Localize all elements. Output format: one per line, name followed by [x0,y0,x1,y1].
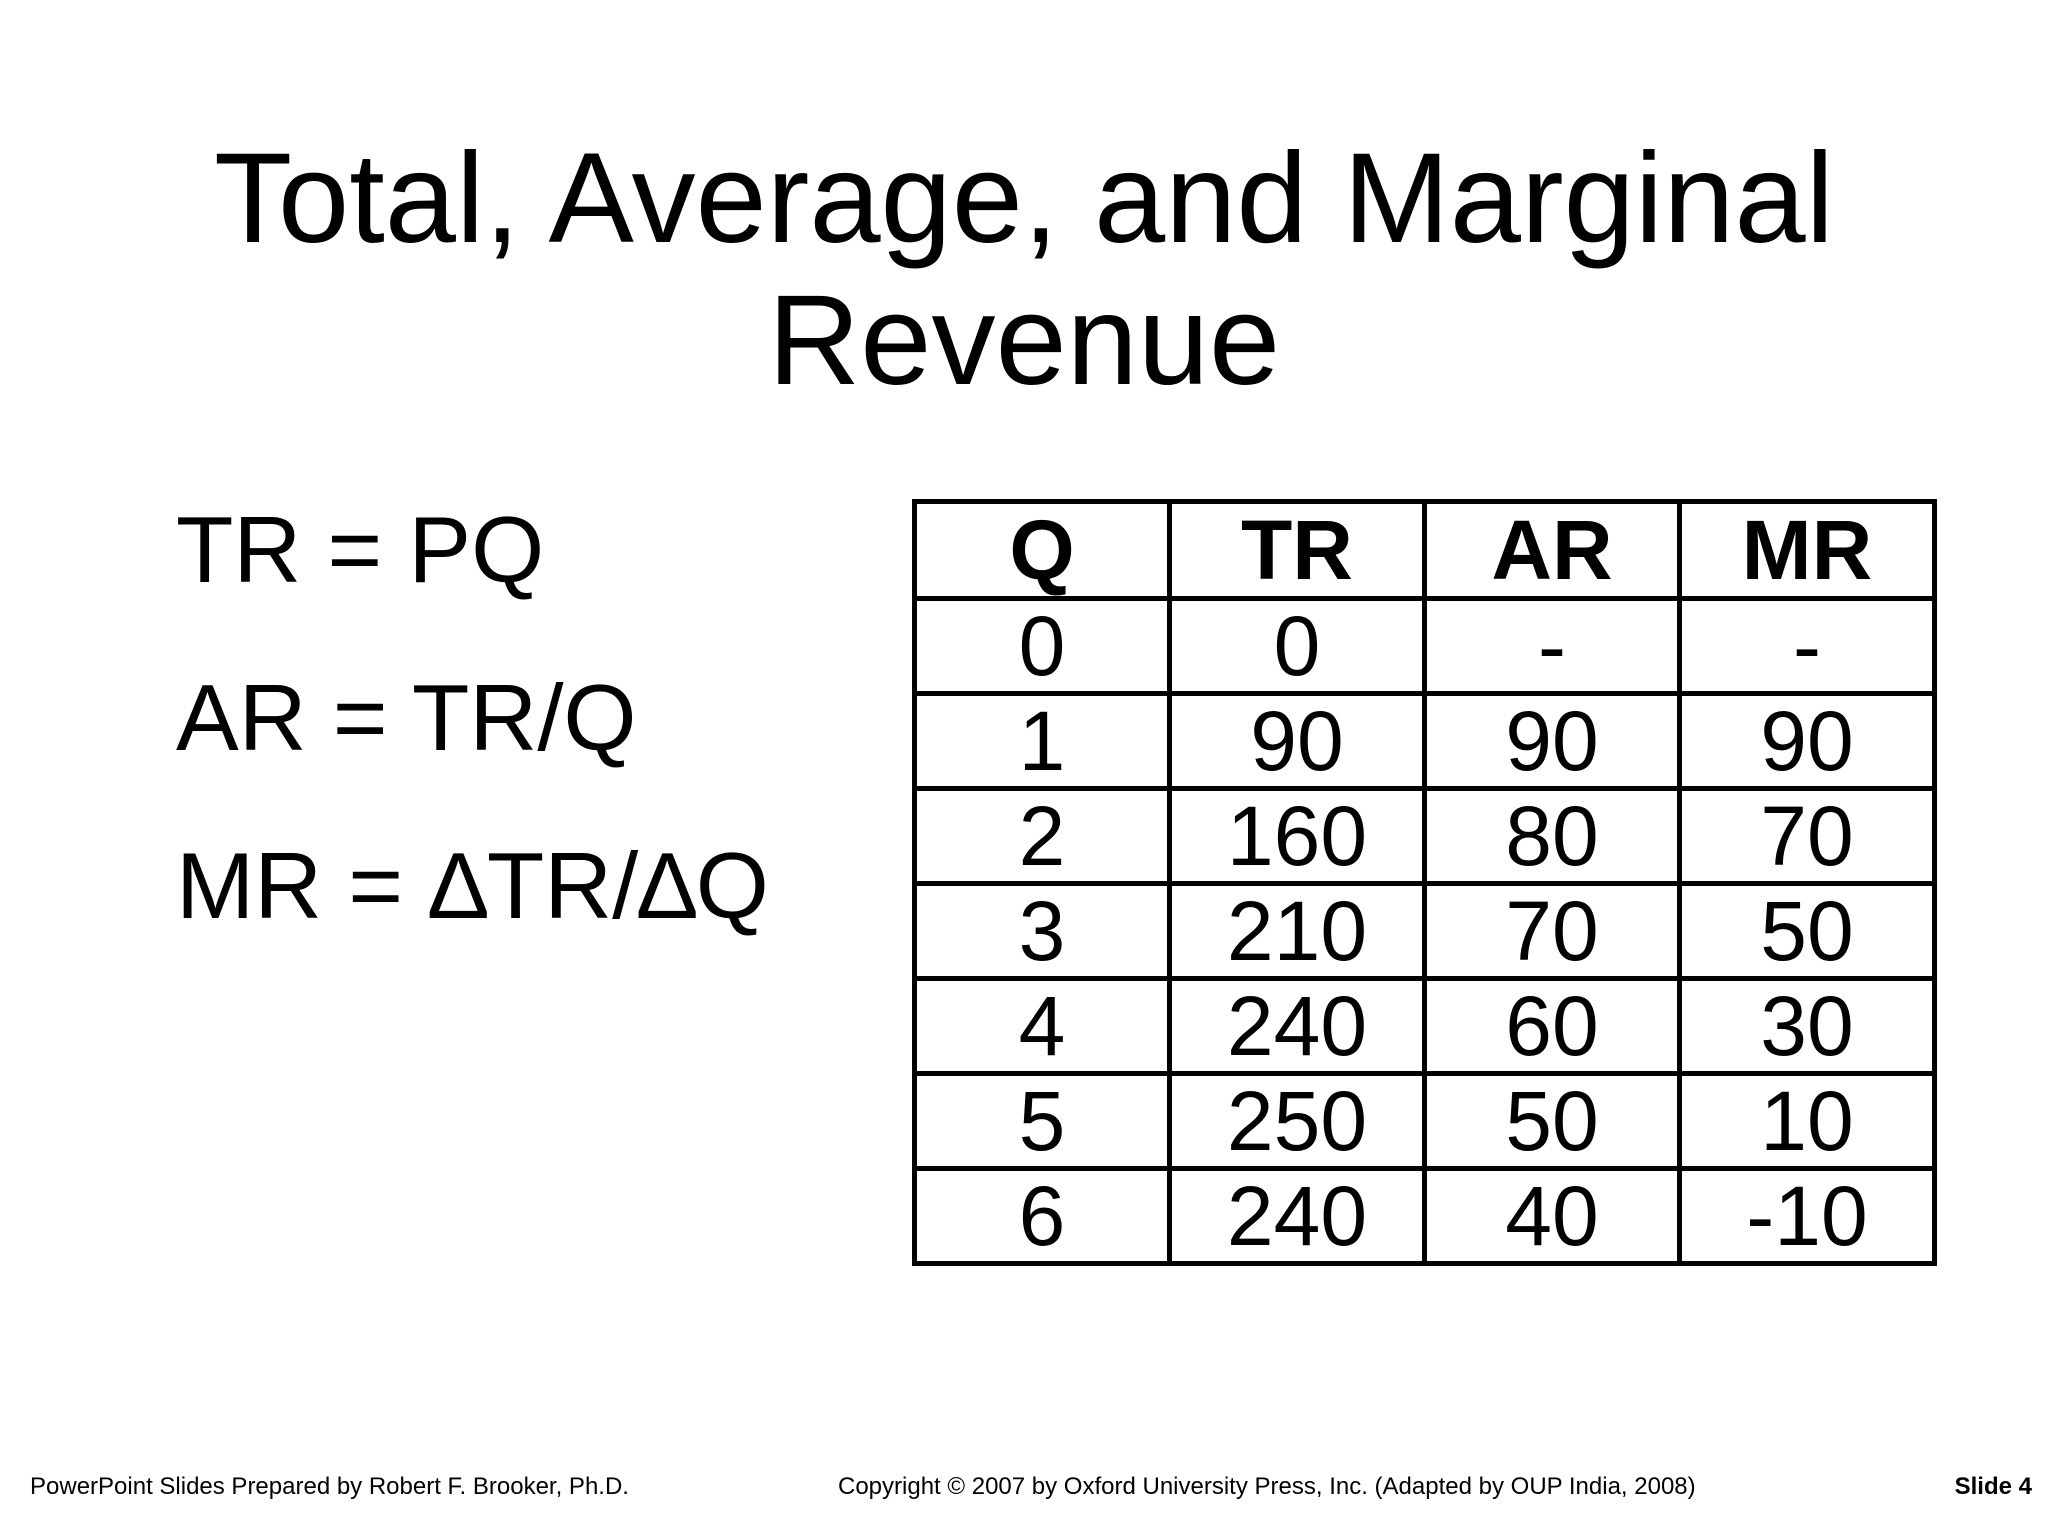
footer-copyright: Copyright © 2007 by Oxford University Pr… [838,1473,1696,1500]
formula-list: TR = PQ AR = TR/Q MR = ∆TR/∆Q [176,500,769,1004]
table-row: 2 160 80 70 [912,786,1937,886]
column-header-tr: TR [1167,499,1427,601]
revenue-table: Q TR AR MR 0 0 - - 1 90 90 90 2 160 80 7… [912,499,1937,1266]
cell-mr: -10 [1677,1166,1937,1266]
cell-ar: 90 [1422,691,1682,791]
cell-tr: 0 [1167,596,1427,696]
footer-author: PowerPoint Slides Prepared by Robert F. … [30,1473,629,1500]
cell-tr: 240 [1167,1166,1427,1266]
cell-mr: 70 [1677,786,1937,886]
column-header-q: Q [912,499,1172,601]
cell-ar: 70 [1422,881,1682,981]
formula-average-revenue: AR = TR/Q [176,665,637,770]
table-header-row: Q TR AR MR [912,499,1937,601]
cell-tr: 250 [1167,1071,1427,1171]
table-row: 3 210 70 50 [912,881,1937,981]
table-row: 1 90 90 90 [912,691,1937,791]
cell-ar: 80 [1422,786,1682,886]
cell-tr: 240 [1167,976,1427,1076]
cell-mr: 30 [1677,976,1937,1076]
cell-ar: 40 [1422,1166,1682,1266]
cell-mr: 50 [1677,881,1937,981]
cell-q: 1 [912,691,1172,791]
column-header-mr: MR [1677,499,1937,601]
table-row: 5 250 50 10 [912,1071,1937,1171]
cell-q: 4 [912,976,1172,1076]
cell-q: 6 [912,1166,1172,1266]
formula-total-revenue: TR = PQ [176,497,545,602]
cell-mr: 90 [1677,691,1937,791]
table-row: 4 240 60 30 [912,976,1937,1076]
cell-tr: 90 [1167,691,1427,791]
cell-mr: 10 [1677,1071,1937,1171]
cell-tr: 210 [1167,881,1427,981]
column-header-ar: AR [1422,499,1682,601]
formula-marginal-revenue: MR = ∆TR/∆Q [176,833,769,938]
slide-title-line-2: Revenue [767,269,1281,412]
cell-tr: 160 [1167,786,1427,886]
cell-mr: - [1677,596,1937,696]
slide-title: Total, Average, and Marginal Revenue [0,128,2048,412]
cell-ar: - [1422,596,1682,696]
cell-ar: 50 [1422,1071,1682,1171]
cell-q: 5 [912,1071,1172,1171]
cell-q: 0 [912,596,1172,696]
table-row: 6 240 40 -10 [912,1166,1937,1266]
cell-ar: 60 [1422,976,1682,1076]
table-row: 0 0 - - [912,596,1937,696]
slide-title-line-1: Total, Average, and Marginal [214,127,1834,270]
cell-q: 3 [912,881,1172,981]
cell-q: 2 [912,786,1172,886]
footer-slide-number: Slide 4 [1954,1473,2032,1500]
